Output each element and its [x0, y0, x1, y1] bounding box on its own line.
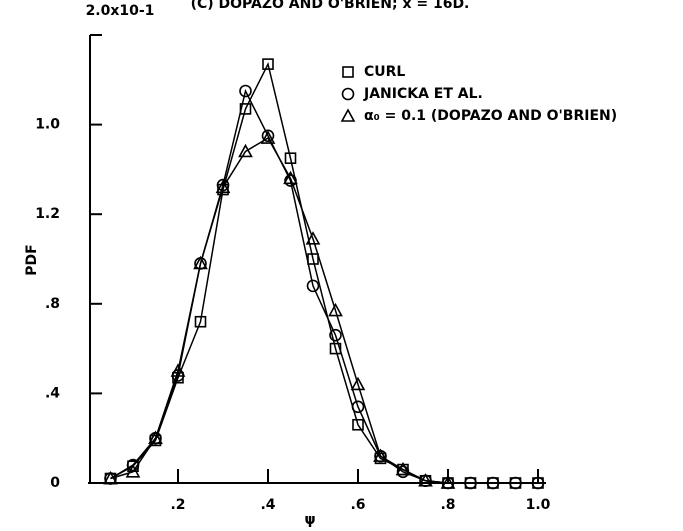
chart-title: (C) DOPAZO AND O'BRIEN; x = 16D.: [191, 0, 470, 12]
data-point: [215, 179, 231, 194]
data-point: [103, 470, 118, 485]
x-tick-label: .2: [170, 497, 185, 513]
data-point: [350, 376, 366, 391]
data-point: [262, 58, 274, 70]
data-point: [284, 174, 297, 187]
data-point: [148, 430, 163, 444]
data-point: [509, 476, 522, 490]
data-point: [329, 328, 342, 342]
x-tick-label: .6: [350, 497, 365, 513]
y-tick-label: 0: [50, 475, 60, 491]
legend-label: CURL: [364, 64, 405, 80]
data-point: [216, 178, 230, 192]
x-tick-label: .8: [440, 497, 455, 513]
data-point: [238, 143, 253, 158]
x-axis-label: ψ: [304, 512, 315, 528]
data-point: [328, 302, 343, 317]
data-point: [261, 129, 275, 143]
data-point: [193, 255, 208, 270]
data-point: [418, 473, 433, 487]
y-tick-label: 1.2: [35, 206, 60, 222]
data-point: [531, 476, 545, 490]
data-point: [283, 170, 298, 185]
data-point: [260, 130, 276, 144]
series-line: [110, 137, 449, 484]
y-axis-label: PDF: [24, 244, 40, 275]
legend-marker: [342, 66, 354, 78]
data-point: [125, 464, 141, 478]
data-point: [352, 418, 364, 431]
legend-marker: [341, 87, 355, 101]
data-point: [284, 152, 297, 164]
x-tick-label: 1.0: [526, 497, 551, 513]
data-point: [170, 363, 186, 377]
data-point: [194, 315, 207, 328]
data-point: [440, 475, 456, 489]
data-point: [395, 461, 411, 476]
series-line: [110, 88, 538, 484]
data-point: [306, 279, 320, 293]
data-point: [305, 231, 321, 245]
y-tick-label: 1.0: [35, 117, 60, 133]
y-tick-label: .8: [45, 296, 60, 312]
data-point: [486, 476, 500, 490]
y-tick-label: .4: [45, 385, 60, 401]
legend-label: JANICKA ET AL.: [363, 86, 483, 102]
y-tick-label: 2.0x10-1: [86, 3, 155, 19]
data-point: [373, 448, 388, 462]
legend-label: α₀ = 0.1 (DOPAZO AND O'BRIEN): [364, 108, 617, 124]
legend-marker: [340, 108, 356, 122]
data-point: [239, 84, 252, 98]
x-tick-label: .4: [260, 497, 275, 513]
data-point: [464, 476, 477, 490]
data-point: [351, 400, 365, 414]
